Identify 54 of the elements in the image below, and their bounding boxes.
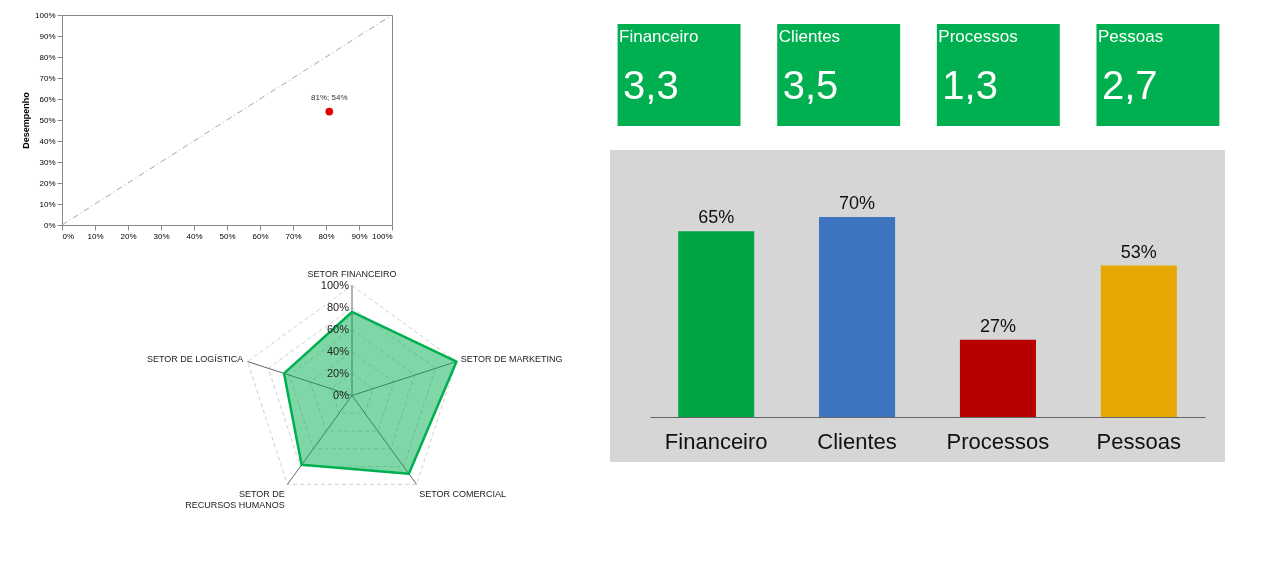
y-tick-label: 40% bbox=[326, 344, 350, 357]
y-tick-label: 80% bbox=[39, 52, 56, 62]
y-tick-label: 50% bbox=[39, 115, 56, 125]
data-label: 81%; 54% bbox=[311, 92, 348, 102]
spoke-label: SETOR COMERCIAL bbox=[419, 488, 507, 499]
category-label: Clientes bbox=[778, 27, 841, 46]
x-tick-label: 60% bbox=[252, 231, 269, 241]
y-tick-label: 40% bbox=[39, 136, 56, 146]
y-tick-label: 20% bbox=[326, 366, 350, 379]
x-tick-label: 70% bbox=[285, 231, 302, 241]
x-tick-label: Financeiro bbox=[664, 428, 768, 454]
spoke-label: SETOR DE RECURSOS HUMANOS bbox=[185, 488, 285, 510]
data-label: 53% bbox=[1120, 241, 1157, 262]
category-label: Pessoas bbox=[1097, 27, 1164, 46]
spoke-label: SETOR DE LOGÍSTICA bbox=[146, 354, 244, 365]
x-tick-label: 30% bbox=[153, 231, 170, 241]
y-tick-label: 100% bbox=[320, 278, 350, 291]
y-tick-label: 60% bbox=[39, 94, 56, 104]
data-label: 70% bbox=[839, 193, 876, 213]
x-tick-label: Clientes bbox=[817, 428, 897, 454]
x-tick-label: 20% bbox=[120, 231, 137, 241]
x-tick-label: 40% bbox=[186, 231, 203, 241]
y-tick-label: 100% bbox=[35, 10, 56, 20]
text: 2,7 bbox=[1101, 63, 1158, 108]
bar bbox=[819, 217, 896, 417]
y-axis-title: Desempenho bbox=[21, 91, 32, 149]
text: 1,3 bbox=[942, 63, 998, 108]
data-label: 65% bbox=[698, 207, 735, 228]
y-tick-label: 90% bbox=[39, 31, 56, 41]
y-tick-label: 10% bbox=[39, 199, 56, 209]
y-tick-label: 70% bbox=[39, 73, 56, 83]
spoke-label: SETOR DE MARKETING bbox=[460, 354, 563, 365]
text: 3,3 bbox=[623, 63, 679, 108]
x-tick-label: Pessoas bbox=[1096, 428, 1181, 454]
x-tick-label: 10% bbox=[87, 231, 104, 241]
bar bbox=[1100, 265, 1177, 417]
x-tick-label: 90% bbox=[351, 231, 368, 241]
spoke-label: SETOR FINANCEIRO bbox=[307, 268, 397, 279]
category-label: Financeiro bbox=[619, 27, 699, 46]
y-tick-label: 0% bbox=[333, 388, 350, 401]
x-tick-label: 80% bbox=[318, 231, 335, 241]
text: 3,5 bbox=[782, 63, 839, 108]
y-tick-label: 80% bbox=[326, 300, 350, 313]
bar bbox=[678, 231, 755, 417]
bar bbox=[959, 339, 1036, 417]
data-label: 27% bbox=[979, 315, 1016, 336]
y-tick-label: 30% bbox=[39, 157, 56, 167]
x-tick-label: 100% bbox=[372, 231, 393, 241]
y-tick-label: 0% bbox=[43, 220, 56, 230]
x-tick-label: Processos bbox=[946, 428, 1050, 454]
x-tick-label: 0% bbox=[62, 231, 75, 241]
x-tick-label: 50% bbox=[219, 231, 236, 241]
category-label: Processos bbox=[938, 27, 1018, 46]
y-tick-label: 20% bbox=[39, 178, 56, 188]
